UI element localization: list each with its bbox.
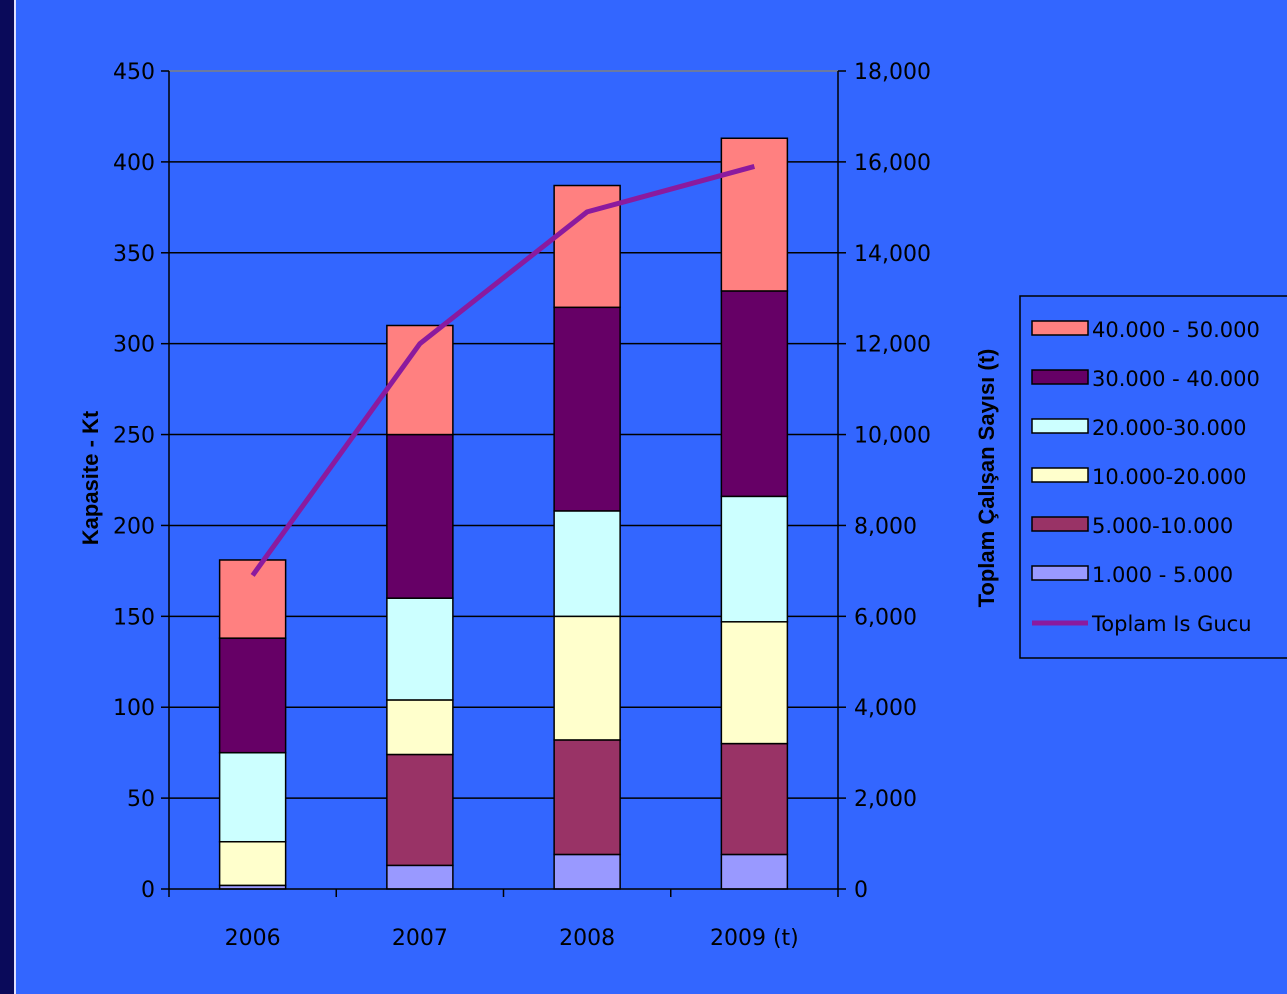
y-tick-label: 250 xyxy=(113,424,155,449)
bar-segment xyxy=(218,751,287,843)
bar-segment xyxy=(386,597,454,701)
y2-tick-label: 18,000 xyxy=(854,60,931,85)
y-tick-label: 450 xyxy=(113,60,155,85)
y-tick-label: 300 xyxy=(113,333,155,358)
bars xyxy=(218,137,789,890)
bar-segment xyxy=(386,433,454,599)
bar-segment xyxy=(720,853,789,890)
bar-segment xyxy=(218,637,287,754)
bar-segment xyxy=(386,699,454,756)
y-tick-label: 200 xyxy=(113,514,155,539)
legend-swatch xyxy=(1031,369,1089,385)
chart-background: 0 50 100 150 200 250 300 350 400 450 0 2,000 4,000 6,… xyxy=(14,0,1287,994)
y-axis-title: Kapasite - Kt xyxy=(78,410,103,545)
chart: 0 50 100 150 200 250 300 350 400 450 0 2,000 4,000 6,… xyxy=(78,60,1287,951)
legend-label: 40.000 - 50.000 xyxy=(1092,318,1260,342)
x-tick-label: 2006 xyxy=(225,926,281,951)
bar-segment xyxy=(720,137,789,292)
axes: 0 50 100 150 200 250 300 350 400 450 0 2,000 4,000 6,… xyxy=(113,60,931,951)
x-tick-label: 2009 (t) xyxy=(710,926,799,951)
y2-tick-label: 8,000 xyxy=(854,514,917,539)
y2-tick-label: 4,000 xyxy=(854,696,917,721)
bar-segment xyxy=(553,510,621,618)
y2-tick-label: 10,000 xyxy=(854,424,931,449)
legend-label: 10.000-20.000 xyxy=(1092,465,1247,489)
y-tick-label: 0 xyxy=(141,878,155,903)
y2-tick-label: 14,000 xyxy=(854,242,931,267)
bar-segment xyxy=(386,753,454,867)
legend-swatch xyxy=(1031,516,1089,532)
y-tick-label: 350 xyxy=(113,242,155,267)
legend-box xyxy=(1019,295,1287,659)
legend: 40.000 - 50.000 30.000 - 40.000 20.000-30.… xyxy=(1019,295,1287,659)
bar-segment xyxy=(553,306,621,512)
line-series xyxy=(250,164,756,577)
legend-label: 1.000 - 5.000 xyxy=(1092,563,1233,587)
y2-tick-label: 6,000 xyxy=(854,605,917,630)
bar-segment xyxy=(720,621,789,745)
y-tick-label: 50 xyxy=(127,787,155,812)
y-tick-label: 100 xyxy=(113,696,155,721)
legend-swatch xyxy=(1031,320,1089,336)
line-total-workforce xyxy=(250,164,756,577)
legend-label: 20.000-30.000 xyxy=(1092,416,1247,440)
y2-tick-label: 12,000 xyxy=(854,333,931,358)
legend-label: 30.000 - 40.000 xyxy=(1092,367,1260,391)
legend-label: Toplam Is Gucu xyxy=(1091,612,1252,636)
y2-tick-label: 0 xyxy=(854,878,868,903)
bar-segment xyxy=(720,495,789,623)
y2-tick-label: 16,000 xyxy=(854,151,931,176)
legend-swatch xyxy=(1031,418,1089,434)
x-tick-label: 2007 xyxy=(392,926,448,951)
bar-segment xyxy=(720,742,789,856)
y-tick-label: 150 xyxy=(113,605,155,630)
y-tick-label: 400 xyxy=(113,151,155,176)
legend-label: 5.000-10.000 xyxy=(1092,514,1233,538)
y2-tick-label: 2,000 xyxy=(854,787,917,812)
bar-segment xyxy=(553,615,621,741)
legend-swatch xyxy=(1031,565,1089,581)
bar-segment xyxy=(720,290,789,498)
bar-segment xyxy=(553,739,621,856)
bar-segment xyxy=(386,864,454,890)
x-tick-label: 2008 xyxy=(559,926,615,951)
bar-segment xyxy=(553,853,621,890)
legend-swatch xyxy=(1031,467,1089,483)
bar-segment xyxy=(218,840,287,887)
y2-axis-title: Toplam Çalışan Sayısı (t) xyxy=(974,349,999,608)
